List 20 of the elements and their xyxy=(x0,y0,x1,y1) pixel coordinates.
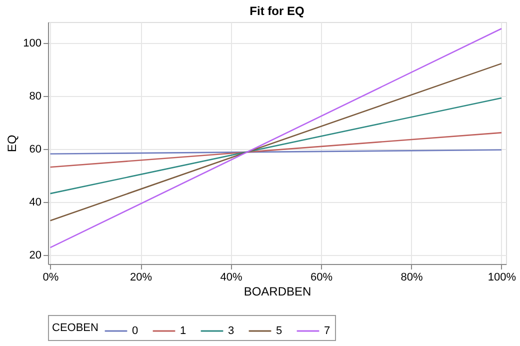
x-tick-label: 20% xyxy=(130,272,152,284)
y-tick-label: 60 xyxy=(29,144,42,156)
x-tick-label: 80% xyxy=(400,272,423,284)
legend-label: 0 xyxy=(132,325,138,337)
y-tick-label: 100 xyxy=(23,38,42,50)
x-axis-title: BOARDBEN xyxy=(244,284,312,298)
y-tick-label: 20 xyxy=(29,250,42,262)
x-tick-label: 100% xyxy=(488,272,516,284)
y-tick-label: 40 xyxy=(29,196,42,209)
legend-label: 1 xyxy=(180,325,186,337)
x-tick-label: 40% xyxy=(220,272,242,284)
legend-label: 5 xyxy=(276,325,282,337)
y-tick-label: 80 xyxy=(29,90,42,103)
legend-label: 3 xyxy=(228,325,234,337)
chart-title: Fit for EQ xyxy=(250,4,304,18)
legend-label: 7 xyxy=(324,325,330,337)
y-axis-title: EQ xyxy=(5,134,20,152)
x-tick-label: 0% xyxy=(42,272,59,284)
x-tick-label: 60% xyxy=(310,272,333,284)
legend-title: CEOBEN xyxy=(52,322,99,334)
